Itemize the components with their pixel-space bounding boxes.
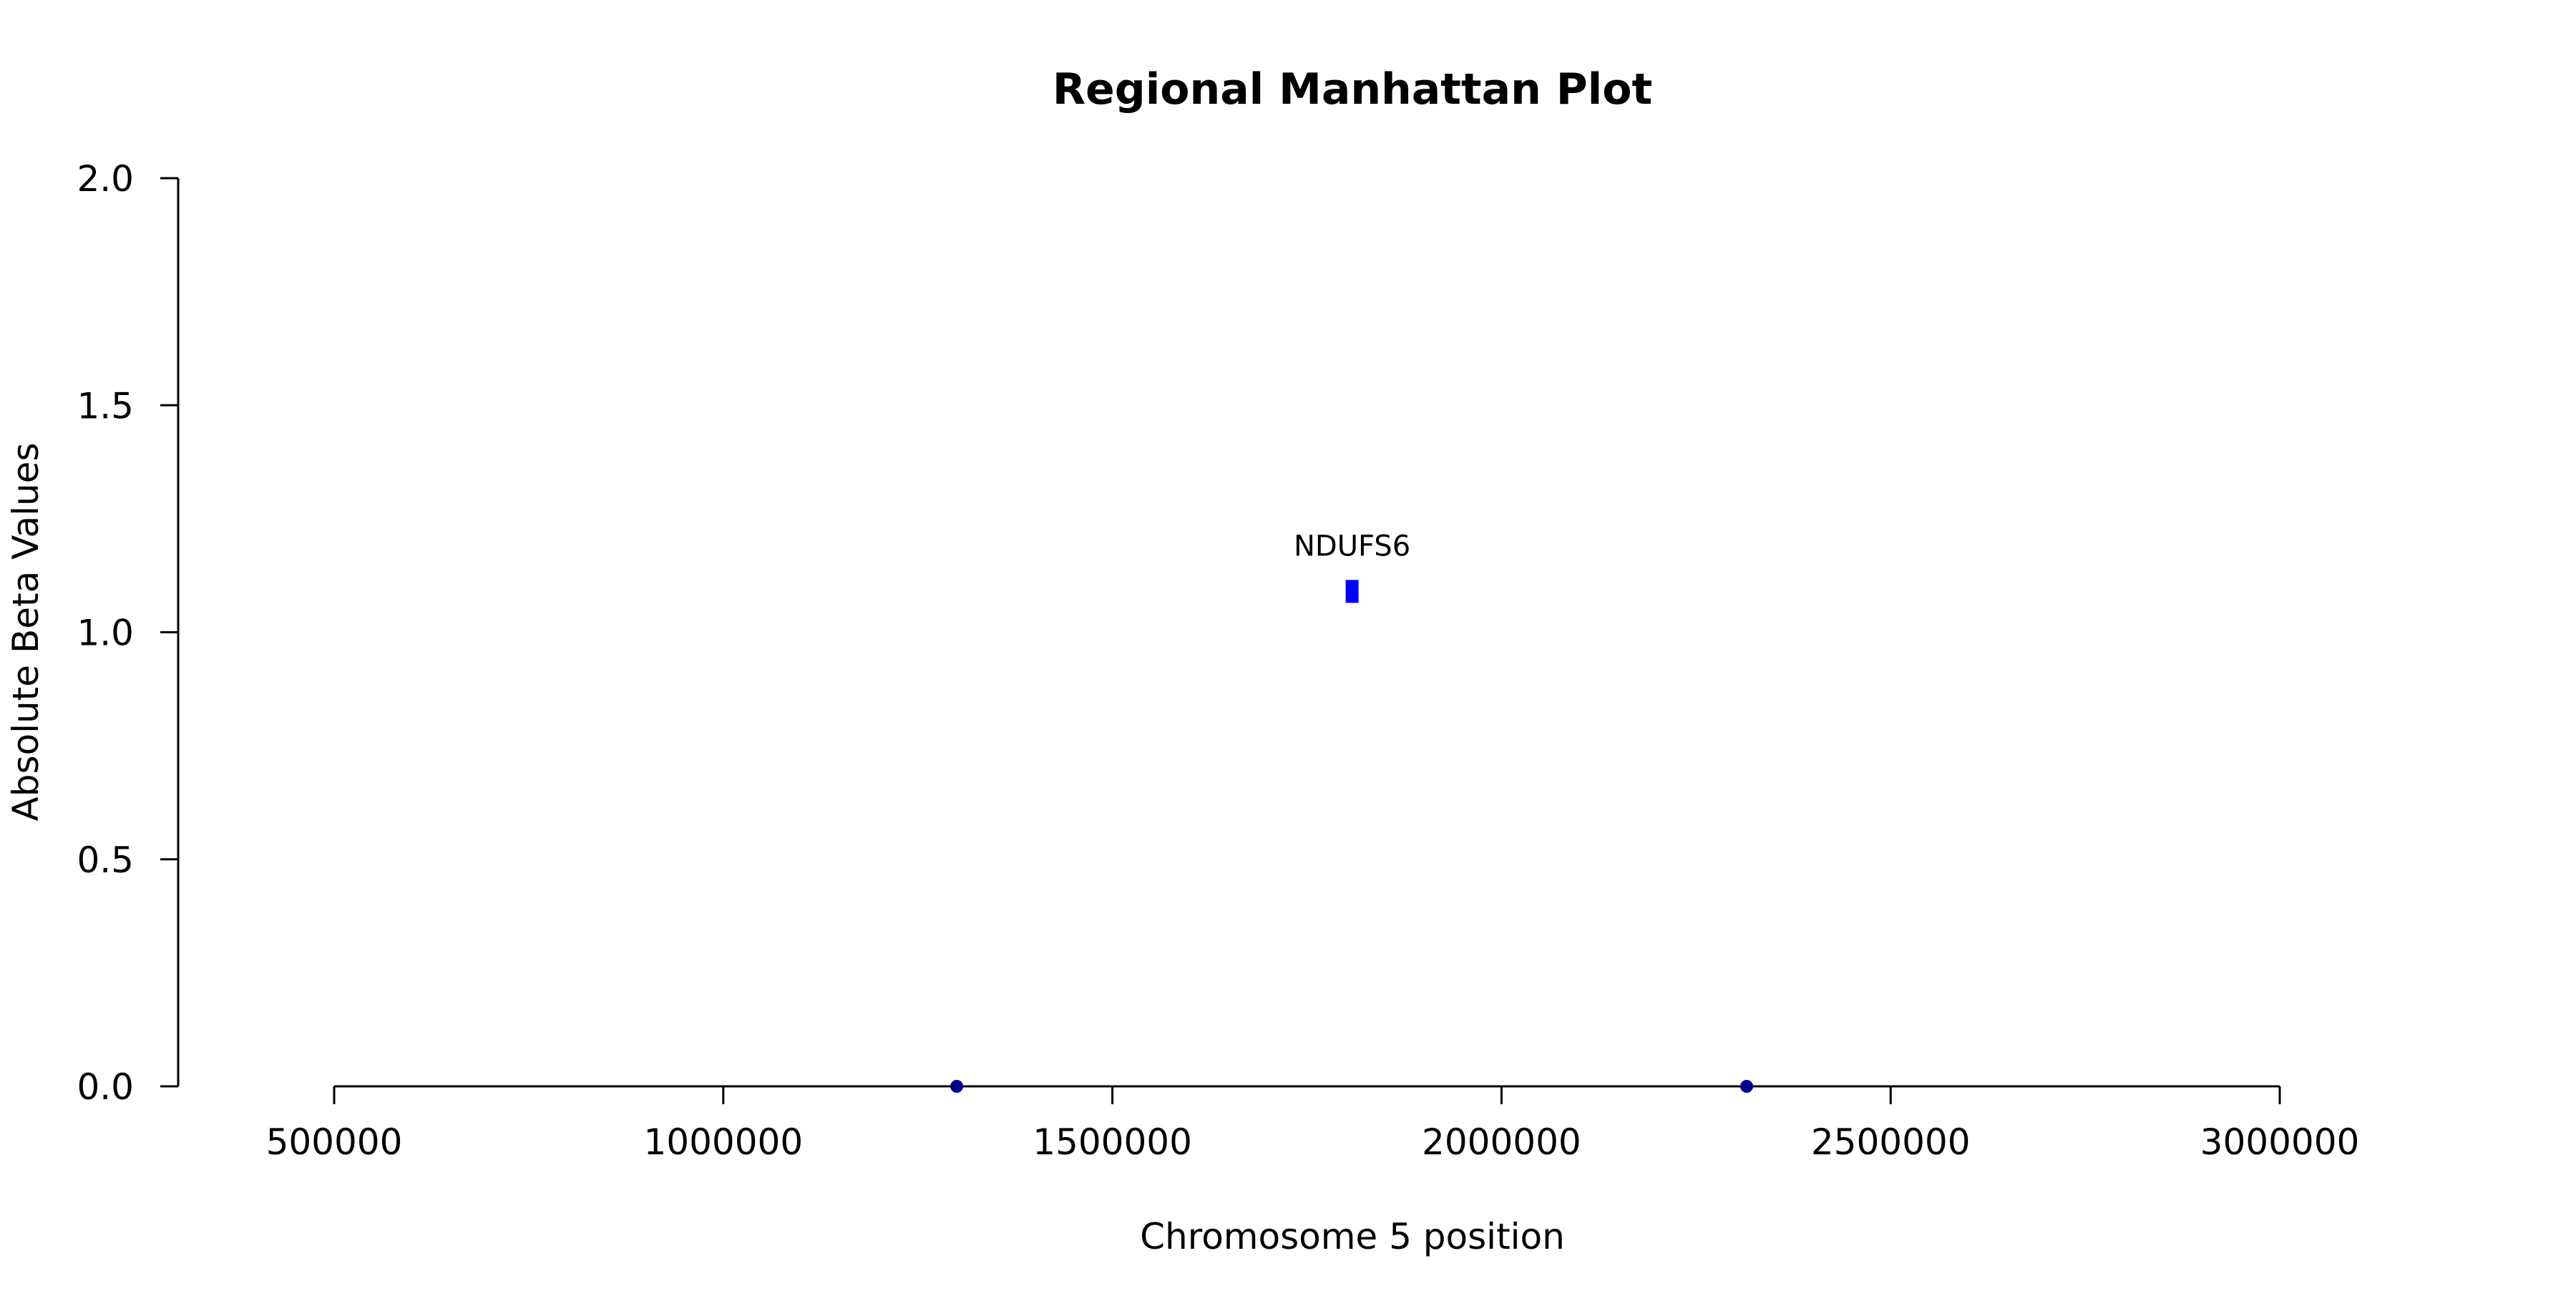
data-point <box>950 1080 964 1093</box>
x-tick-label: 1000000 <box>643 1121 803 1163</box>
x-tick-label: 3000000 <box>2200 1121 2360 1163</box>
y-tick-label: 0.0 <box>77 1066 134 1108</box>
y-tick-label: 1.5 <box>77 385 134 427</box>
chart-title: Regional Manhattan Plot <box>1053 64 1652 115</box>
y-axis-label: Absolute Beta Values <box>5 443 47 822</box>
x-tick-label: 1500000 <box>1033 1121 1192 1163</box>
x-tick-label: 500000 <box>266 1121 403 1163</box>
data-point <box>1740 1080 1753 1093</box>
y-tick-label: 1.0 <box>77 613 134 654</box>
x-tick-label: 2500000 <box>1811 1121 1971 1163</box>
chart-marks: 500000 1000000 1500000 2000000 2500000 300000… <box>77 158 2359 1163</box>
data-point-square <box>1345 580 1359 603</box>
x-axis-label: Chromosome 5 position <box>1140 1216 1565 1257</box>
y-tick-label: 2.0 <box>77 158 134 200</box>
x-tick-label: 2000000 <box>1422 1121 1581 1163</box>
point-annotation: NDUFS6 <box>1294 530 1410 562</box>
y-tick-label: 0.5 <box>77 839 134 881</box>
